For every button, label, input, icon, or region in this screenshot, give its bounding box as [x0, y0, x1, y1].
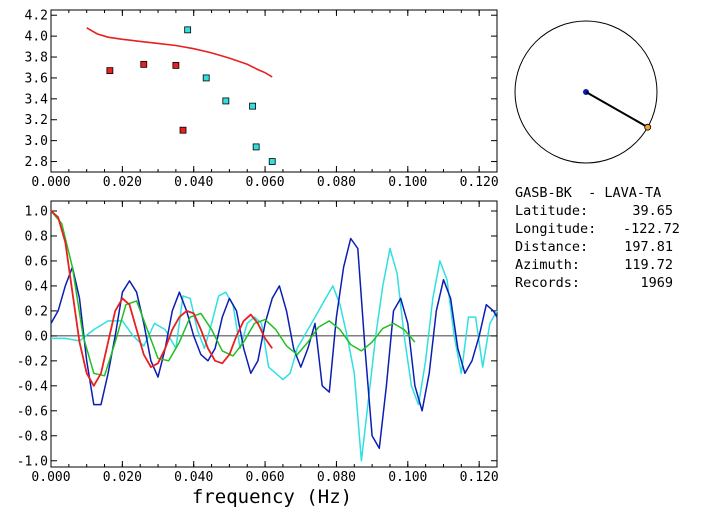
bot-xtick-label-3: 0.060 — [246, 470, 285, 485]
distance-value: 197.81 — [624, 239, 673, 255]
top-xtick-label-2: 0.040 — [174, 175, 213, 190]
bot-ytick-label-3: 0.4 — [25, 279, 49, 294]
bot-ytick-label-10: -1.0 — [17, 454, 48, 469]
top-frame — [50, 9, 498, 173]
series-line-1 — [50, 237, 498, 450]
azimuth-compass — [514, 20, 658, 164]
bot-frame — [50, 200, 498, 468]
top-ytick-label-4: 3.6 — [25, 71, 48, 86]
data-point-1-3 — [179, 126, 187, 134]
station-info-panel: GASB-BK - LAVA-TA Latitude: 39.65 Longitu… — [515, 184, 695, 292]
records-label: Records: — [515, 275, 581, 291]
dispersion-curve — [86, 27, 273, 78]
bot-ytick-label-4: 0.2 — [25, 304, 48, 319]
correlation-plot: 0.000 0.020 0.040 0.060 0.080 0.100 0.120 1.0 0.… — [17, 200, 499, 485]
top-ytick-label-5: 3.8 — [25, 51, 48, 66]
longitude-row: Longitude: -122.72 — [515, 220, 695, 238]
bot-xtick-label-1: 0.020 — [103, 470, 142, 485]
top-xtick-label-4: 0.080 — [317, 175, 356, 190]
bot-ytick-label-6: -0.2 — [17, 354, 48, 369]
series-line-2 — [50, 210, 416, 377]
top-xtick-label-3: 0.060 — [246, 175, 285, 190]
bot-ytick-label-0: 1.0 — [25, 204, 48, 219]
azimuth-row: Azimuth: 119.72 — [515, 256, 695, 274]
distance-row: Distance: 197.81 — [515, 238, 695, 256]
x-axis-label: frequency (Hz) — [192, 486, 352, 508]
top-xtick-label-6: 0.120 — [460, 175, 499, 190]
top-ytick-label-2: 3.2 — [25, 113, 48, 128]
bot-xtick-label-4: 0.080 — [317, 470, 356, 485]
longitude-value: -122.72 — [623, 221, 680, 237]
bot-ytick-label-1: 0.8 — [25, 229, 48, 244]
azimuth-label: Azimuth: — [515, 257, 581, 273]
series-line-3 — [50, 210, 273, 387]
latitude-row: Latitude: 39.65 — [515, 202, 695, 220]
data-point-1-2 — [172, 61, 180, 69]
data-point-2-4 — [252, 143, 260, 151]
distance-label: Distance: — [515, 239, 589, 255]
data-point-2-0 — [184, 26, 192, 34]
top-ytick-label-1: 3.0 — [25, 134, 48, 149]
data-point-1-0 — [106, 67, 114, 75]
bot-ytick-label-7: -0.4 — [17, 379, 48, 394]
bot-xtick-label-2: 0.040 — [174, 470, 213, 485]
data-point-2-5 — [268, 158, 276, 165]
top-xtick-label-5: 0.100 — [388, 175, 427, 190]
top-xtick-label-0: 0.000 — [31, 175, 70, 190]
bot-ytick-label-5: 0.0 — [25, 329, 48, 344]
data-point-1-1 — [140, 60, 148, 68]
series-line-0 — [51, 247, 498, 462]
latitude-label: Latitude: — [515, 203, 589, 219]
top-xtick-label-1: 0.020 — [103, 175, 142, 190]
compass-circle — [514, 20, 658, 164]
azimuth-end-dot — [644, 123, 652, 131]
bot-ytick-label-8: -0.6 — [17, 404, 48, 419]
bot-ytick-label-2: 0.6 — [25, 254, 48, 269]
data-point-2-3 — [249, 102, 256, 110]
data-point-2-1 — [202, 74, 210, 82]
azimuth-value: 119.72 — [624, 257, 673, 273]
longitude-label: Longitude: — [515, 221, 597, 237]
bot-xtick-label-0: 0.000 — [31, 470, 70, 485]
top-ytick-label-6: 4.0 — [25, 30, 48, 45]
top-ytick-label-7: 4.2 — [25, 9, 48, 24]
station-title: GASB-BK - LAVA-TA — [515, 185, 662, 201]
azimuth-line — [585, 91, 649, 129]
records-row: Records: 1969 — [515, 274, 695, 292]
dispersion-plot: 0.000 0.020 0.040 0.060 0.080 0.100 0.120 2.8 3.… — [25, 9, 499, 190]
records-value: 1969 — [640, 275, 673, 291]
bot-ytick-label-9: -0.8 — [17, 429, 48, 444]
top-ytick-label-0: 2.8 — [25, 155, 48, 170]
latitude-value: 39.65 — [632, 203, 673, 219]
data-point-2-2 — [222, 97, 230, 105]
bot-xtick-label-5: 0.100 — [388, 470, 427, 485]
bot-xtick-label-6: 0.120 — [460, 470, 499, 485]
top-ytick-label-3: 3.4 — [25, 92, 49, 107]
